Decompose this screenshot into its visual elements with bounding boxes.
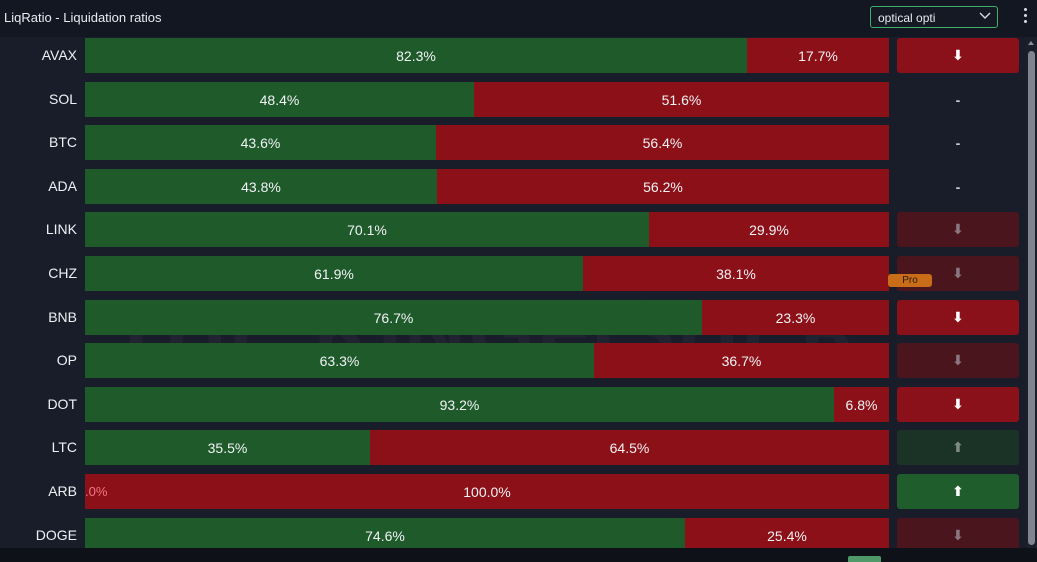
signal-button[interactable]: ⬇	[897, 518, 1019, 553]
row-symbol: ARB	[48, 483, 77, 499]
signal-button[interactable]: ⬇	[897, 300, 1019, 335]
scrollbar-thumb[interactable]	[1028, 51, 1035, 545]
ratio-row: CHZ 61.9% 38.1% ⬇	[0, 256, 1026, 291]
ratio-bar: 76.7% 23.3%	[85, 300, 889, 335]
arrow-down-icon: ⬇	[952, 309, 964, 325]
long-segment: 35.5%	[85, 430, 370, 465]
dash-icon: -	[955, 134, 961, 151]
signal-button[interactable]: ⬆	[897, 430, 1019, 465]
ratio-bar: 74.6% 25.4%	[85, 518, 889, 553]
short-segment: 23.3%	[702, 300, 889, 335]
indicator-select-value: optical opti	[878, 11, 936, 25]
ratio-bar: 61.9% 38.1%	[85, 256, 889, 291]
signal-button[interactable]: ⬇	[897, 212, 1019, 247]
ratio-bar: 35.5% 64.5%	[85, 430, 889, 465]
signal-empty: -	[897, 82, 1019, 117]
long-segment: 70.1%	[85, 212, 649, 247]
short-segment: 29.9%	[649, 212, 889, 247]
scroll-up-arrow-icon[interactable]	[1028, 41, 1034, 45]
dash-icon: -	[955, 91, 961, 108]
long-zero-label: .0%	[85, 484, 108, 499]
ratio-bar: 48.4% 51.6%	[85, 82, 889, 117]
indicator-select[interactable]: optical opti	[870, 6, 998, 28]
short-segment: 56.4%	[436, 125, 889, 160]
signal-empty: -	[897, 125, 1019, 160]
signal-button[interactable]: ⬇	[897, 256, 1019, 291]
ratio-row: ARB 100.0% .0% ⬆	[0, 474, 1026, 509]
signal-button[interactable]: ⬇	[897, 38, 1019, 73]
pro-badge[interactable]: Pro	[888, 274, 932, 287]
row-symbol: LINK	[45, 221, 77, 237]
ratio-row: BTC 43.6% 56.4% -	[0, 125, 1026, 160]
signal-button[interactable]: ⬇	[897, 387, 1019, 422]
short-segment: 51.6%	[474, 82, 889, 117]
row-symbol: DOGE	[35, 527, 77, 543]
arrow-down-icon: ⬇	[952, 527, 964, 543]
signal-empty: -	[897, 169, 1019, 204]
signal-button[interactable]: ⬇	[897, 343, 1019, 378]
long-segment: 43.6%	[85, 125, 436, 160]
long-segment: 76.7%	[85, 300, 702, 335]
row-symbol: ADA	[48, 178, 77, 194]
row-symbol: BTC	[49, 134, 77, 150]
ratio-row: AVAX 82.3% 17.7% ⬇	[0, 38, 1026, 73]
short-segment: 36.7%	[594, 343, 889, 378]
row-symbol: SOL	[48, 91, 77, 107]
arrow-down-icon: ⬇	[952, 265, 964, 281]
row-symbol: DOT	[47, 396, 77, 412]
long-segment: 63.3%	[85, 343, 594, 378]
ratio-row: DOT 93.2% 6.8% ⬇	[0, 387, 1026, 422]
panel-title: LiqRatio - Liquidation ratios	[4, 10, 162, 25]
ratio-row: LINK 70.1% 29.9% ⬇	[0, 212, 1026, 247]
arrow-down-icon: ⬇	[952, 221, 964, 237]
long-segment: 48.4%	[85, 82, 474, 117]
ratio-bar: 100.0% .0%	[85, 474, 889, 509]
ratio-bar: 70.1% 29.9%	[85, 212, 889, 247]
chevron-down-icon	[979, 12, 991, 19]
long-segment: 43.8%	[85, 169, 437, 204]
arrow-down-icon: ⬇	[952, 47, 964, 63]
ratio-bar: 43.8% 56.2%	[85, 169, 889, 204]
row-symbol: AVAX	[41, 47, 77, 63]
arrow-down-icon: ⬇	[952, 396, 964, 412]
ratio-row: ADA 43.8% 56.2% -	[0, 169, 1026, 204]
short-segment: 100.0%	[85, 474, 889, 509]
ratio-bar: 43.6% 56.4%	[85, 125, 889, 160]
footer-button[interactable]	[848, 556, 881, 562]
ratio-row: SOL 48.4% 51.6% -	[0, 82, 1026, 117]
ratio-row: DOGE 74.6% 25.4% ⬇	[0, 518, 1026, 553]
long-segment: 93.2%	[85, 387, 834, 422]
long-segment: 82.3%	[85, 38, 747, 73]
panel-header: LiqRatio - Liquidation ratios optical op…	[0, 0, 1037, 37]
short-segment: 38.1%	[583, 256, 889, 291]
long-segment: 61.9%	[85, 256, 583, 291]
short-segment: 56.2%	[437, 169, 889, 204]
short-segment: 64.5%	[370, 430, 889, 465]
row-symbol: LTC	[51, 439, 77, 455]
row-symbol: BNB	[48, 309, 77, 325]
row-symbol: OP	[56, 352, 77, 368]
arrow-up-icon: ⬆	[952, 483, 964, 499]
arrow-up-icon: ⬆	[952, 439, 964, 455]
long-segment: 74.6%	[85, 518, 685, 553]
ratio-bar: 82.3% 17.7%	[85, 38, 889, 73]
ratio-bar: 63.3% 36.7%	[85, 343, 889, 378]
more-menu-icon[interactable]	[1021, 8, 1029, 26]
dash-icon: -	[955, 178, 961, 195]
short-segment: 25.4%	[685, 518, 889, 553]
ratio-row: OP 63.3% 36.7% ⬇	[0, 343, 1026, 378]
ratio-row: BNB 76.7% 23.3% ⬇	[0, 300, 1026, 335]
arrow-down-icon: ⬇	[952, 352, 964, 368]
scrollbar[interactable]	[1026, 37, 1037, 548]
short-segment: 17.7%	[747, 38, 889, 73]
row-symbol: CHZ	[48, 265, 77, 281]
signal-button[interactable]: ⬆	[897, 474, 1019, 509]
footer-bar	[0, 548, 1037, 562]
ratio-row: LTC 35.5% 64.5% ⬆	[0, 430, 1026, 465]
short-segment: 6.8%	[834, 387, 889, 422]
ratio-bar: 93.2% 6.8%	[85, 387, 889, 422]
